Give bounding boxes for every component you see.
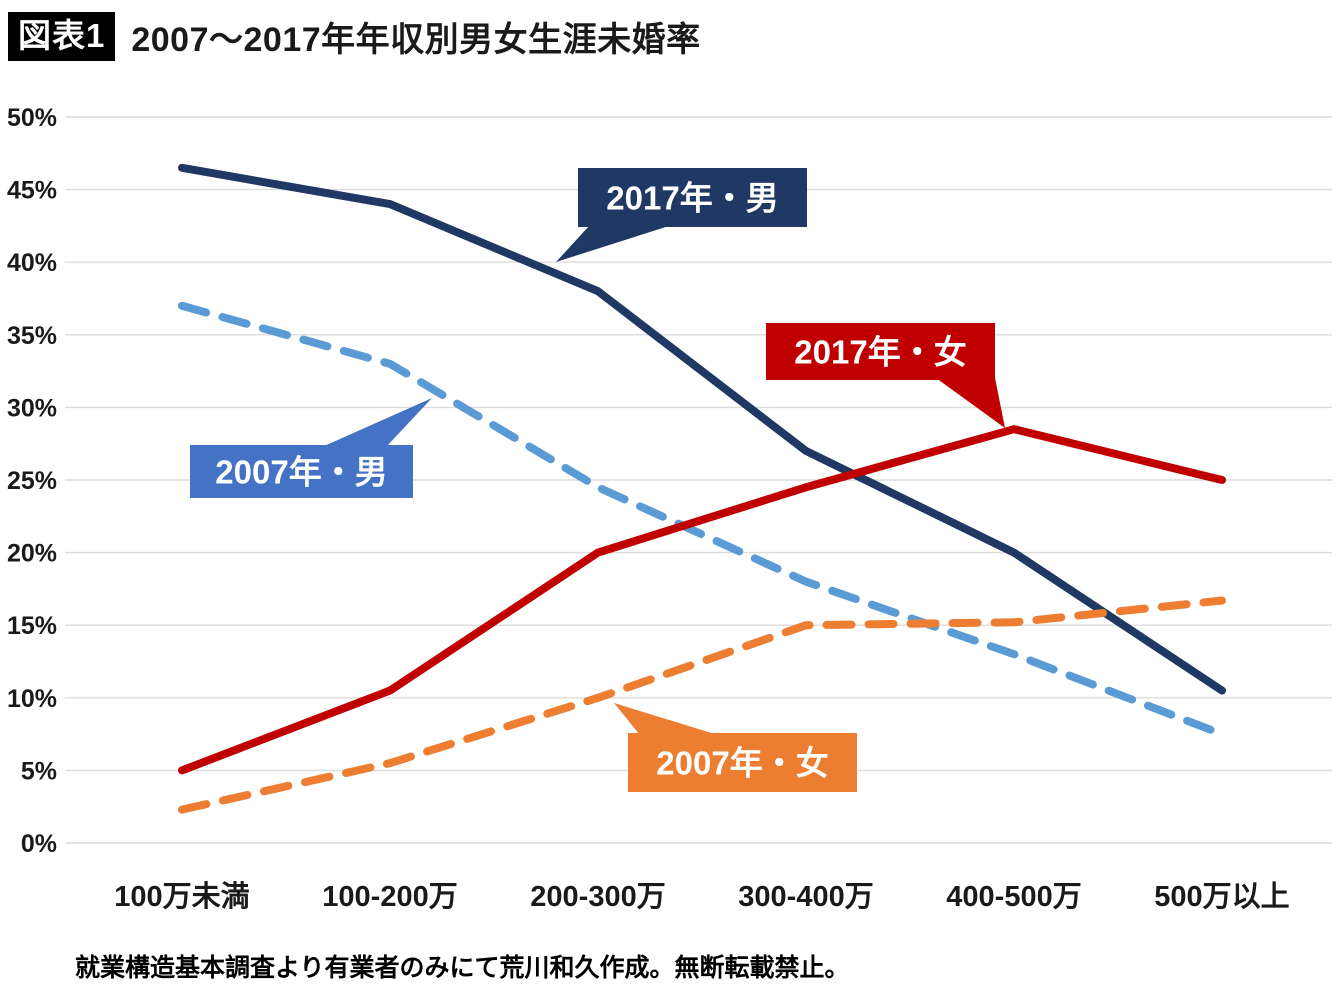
y-axis-tick-label: 15% (7, 612, 57, 640)
callout-2017-women: 2017年・女 (766, 323, 1005, 428)
y-axis-tick-label: 5% (21, 757, 57, 785)
page-title: 2007〜2017年年収別男女生涯未婚率 (131, 21, 701, 59)
y-axis-tick-label: 50% (7, 104, 57, 132)
y-axis-tick-label: 10% (7, 685, 57, 713)
callout-box (578, 168, 807, 227)
series-line-2007-men (178, 301, 1226, 739)
callout-pointer (614, 703, 718, 735)
callout-label: 2007年・女 (656, 745, 828, 782)
callout-pointer (936, 378, 1005, 428)
y-axis-tick-label: 30% (7, 394, 57, 422)
chart-header: 図表1 2007〜2017年年収別男女生涯未婚率 (8, 12, 701, 61)
callout-box (190, 445, 413, 498)
series-line-2017-men (178, 163, 1226, 695)
figure-badge: 図表1 (8, 12, 116, 61)
x-axis-category-label: 100-200万 (322, 881, 457, 913)
callout-label: 2017年・男 (606, 180, 778, 217)
y-axis-tick-label: 35% (7, 322, 57, 350)
y-axis-tick-label: 20% (7, 540, 57, 568)
callout-pointer (556, 225, 672, 262)
source-note: 就業構造基本調査より有業者のみにて荒川和久作成。無断転載禁止。 (75, 954, 850, 982)
callout-pointer (322, 398, 432, 447)
callout-2007-men: 2007年・男 (190, 398, 432, 498)
y-axis-tick-label: 0% (21, 830, 57, 858)
callout-box (628, 733, 857, 792)
x-axis-category-label: 500万以上 (1154, 880, 1289, 913)
y-axis-tick-label: 40% (7, 249, 57, 277)
series-line-2007-women (178, 596, 1226, 814)
callout-box (766, 323, 995, 380)
x-axis-category-label: 400-500万 (946, 881, 1081, 913)
x-axis-category-label: 300-400万 (738, 881, 873, 913)
callout-2017-men: 2017年・男 (556, 168, 807, 262)
callout-label: 2017年・女 (794, 334, 966, 371)
y-axis-tick-label: 45% (7, 177, 57, 205)
callout-2007-women: 2007年・女 (614, 703, 857, 792)
callout-label: 2007年・男 (215, 454, 387, 491)
series-line-2017-women (178, 425, 1226, 775)
x-axis-category-label: 100万未満 (114, 880, 249, 913)
y-axis-tick-label: 25% (7, 467, 57, 495)
x-axis-category-label: 200-300万 (530, 881, 665, 913)
